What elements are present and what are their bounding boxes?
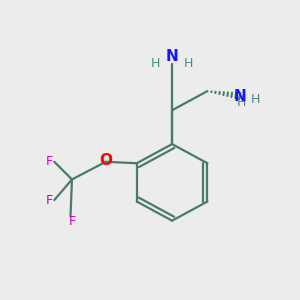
Text: F: F bbox=[45, 194, 52, 207]
Text: N: N bbox=[233, 88, 246, 104]
Text: O: O bbox=[99, 153, 112, 168]
Text: H: H bbox=[151, 57, 160, 70]
Text: H: H bbox=[184, 57, 194, 70]
Text: H: H bbox=[237, 96, 246, 110]
Text: N: N bbox=[166, 49, 178, 64]
Text: F: F bbox=[68, 215, 76, 228]
Text: F: F bbox=[45, 155, 52, 168]
Text: H: H bbox=[251, 93, 260, 106]
